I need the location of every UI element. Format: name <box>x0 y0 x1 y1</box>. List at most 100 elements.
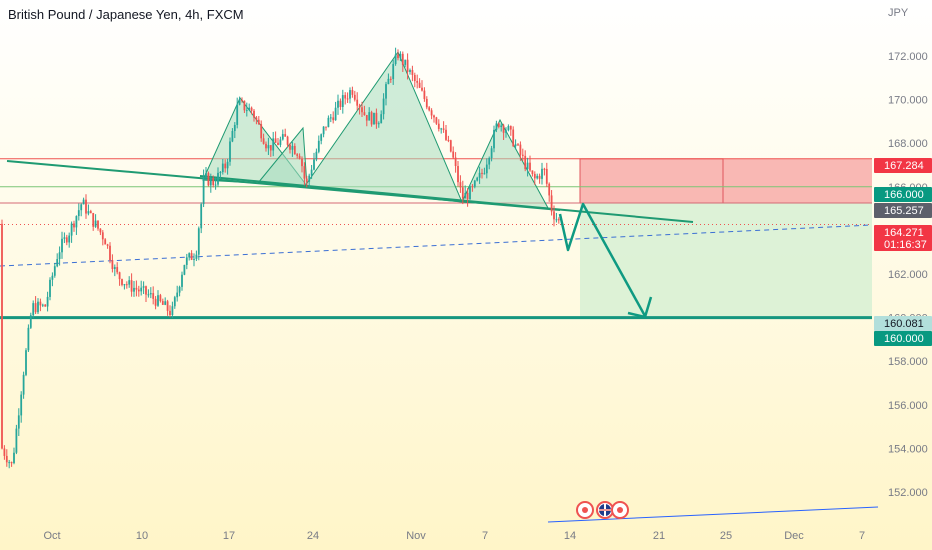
candle-body <box>466 192 469 200</box>
x-tick-label: 17 <box>223 530 235 542</box>
candle-body <box>226 161 229 169</box>
candle-body <box>380 114 383 124</box>
candle-body <box>296 154 299 156</box>
candle-body <box>87 211 90 214</box>
candle-body <box>56 258 59 267</box>
candle-body <box>286 136 289 145</box>
candle-body <box>512 129 515 147</box>
candle-body <box>529 162 531 171</box>
candle-body <box>447 139 450 141</box>
x-tick-label: 7 <box>859 530 865 542</box>
candle-body <box>389 78 392 80</box>
candle-body <box>291 145 294 150</box>
candle-body <box>418 82 421 88</box>
candle-body <box>442 128 445 130</box>
candle-body <box>128 280 131 285</box>
candle-body <box>238 99 241 105</box>
candle-body <box>385 84 387 99</box>
candle-body <box>365 115 368 121</box>
price-badge-label: 164.271 <box>884 227 924 239</box>
candle-body <box>382 98 385 115</box>
candle-body <box>219 172 222 174</box>
candle-body <box>404 59 407 65</box>
candle-body <box>557 219 560 221</box>
candle-body <box>358 105 361 108</box>
lower-trend-line <box>547 506 879 523</box>
price-badge <box>874 158 932 173</box>
candle-body <box>176 292 179 298</box>
y-tick-label: 156.000 <box>888 400 928 412</box>
candle-body <box>545 168 548 184</box>
candle-body <box>471 186 474 188</box>
candle-body <box>274 138 277 143</box>
candle-body <box>509 126 512 130</box>
candle-body <box>409 70 411 72</box>
candle-body <box>73 223 75 228</box>
candle-body <box>344 95 347 99</box>
candle-body <box>541 168 543 179</box>
candle-body <box>399 53 402 59</box>
candle-body <box>135 287 138 290</box>
neckline-extension <box>199 175 694 223</box>
candle-body <box>445 129 447 140</box>
candle-body <box>159 295 162 302</box>
candle-body <box>85 199 87 214</box>
candle-body <box>111 260 114 270</box>
candle-body <box>495 123 498 130</box>
candle-body <box>351 90 354 95</box>
candle-body <box>401 53 404 65</box>
candle-body <box>32 303 35 316</box>
candle-body <box>183 264 186 275</box>
y-tick-label: 168.000 <box>888 138 928 150</box>
y-tick-label: 170.000 <box>888 95 928 107</box>
candle-body <box>392 64 395 80</box>
candle-body <box>101 232 104 240</box>
candle-body <box>157 295 159 306</box>
candle-body <box>123 284 126 286</box>
candle-body <box>185 257 188 265</box>
candle-body <box>555 219 558 221</box>
candle-body <box>53 266 56 276</box>
candle-body <box>281 134 284 140</box>
candle-body <box>277 142 279 145</box>
candle-body <box>142 286 145 288</box>
candle-body <box>29 315 32 328</box>
candle-body <box>370 112 373 125</box>
candle-body <box>49 279 51 297</box>
candle-body <box>301 158 303 167</box>
candle-body <box>137 289 140 292</box>
candle-body <box>269 145 272 151</box>
candle-body <box>435 117 438 124</box>
candle-body <box>152 293 155 299</box>
candle-body <box>75 216 78 228</box>
candle-body <box>267 145 270 149</box>
candle-body <box>397 54 399 59</box>
candle-body <box>46 296 49 307</box>
candle-body <box>125 284 128 286</box>
candle-body <box>457 166 459 183</box>
candle-body <box>289 144 291 150</box>
candle-body <box>553 211 555 220</box>
candle-body <box>329 117 332 119</box>
price-badge <box>874 331 932 346</box>
candle-body <box>502 125 505 133</box>
candle-body <box>169 310 171 315</box>
price-badge-label: 160.081 <box>884 318 924 330</box>
candle-body <box>44 304 47 307</box>
candle-body <box>517 144 519 146</box>
candle-body <box>411 70 414 75</box>
price-badge <box>874 316 932 331</box>
candle-body <box>171 306 174 315</box>
candle-body <box>236 104 239 125</box>
candle-body <box>521 154 524 156</box>
candle-body <box>193 258 195 260</box>
candle-body <box>265 143 267 149</box>
candle-body <box>178 286 181 293</box>
candle-body <box>229 141 231 162</box>
candle-body <box>5 455 8 463</box>
projection-arrowhead <box>627 296 653 319</box>
candle-body <box>61 238 63 253</box>
candle-body <box>298 155 301 159</box>
candle-body <box>375 112 378 125</box>
